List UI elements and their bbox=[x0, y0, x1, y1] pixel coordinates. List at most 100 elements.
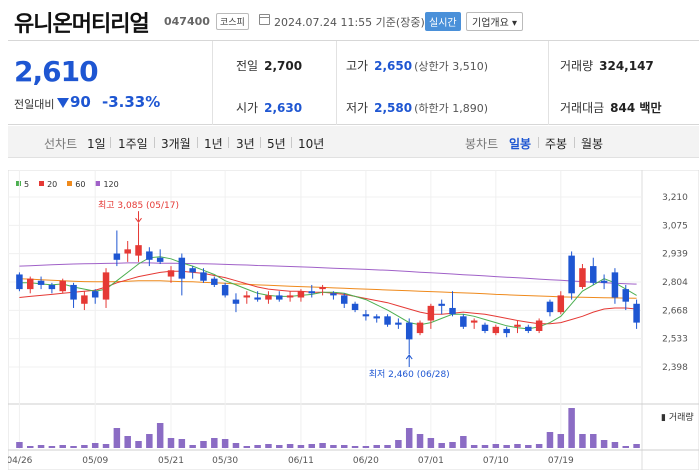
tab-monthly[interactable]: 월봉 bbox=[581, 137, 604, 151]
volume-bar bbox=[416, 434, 424, 448]
candlestick-chart[interactable]: 3,210 3,075 2,939 2,804 2,668 2,533 2,398 04/26… bbox=[8, 170, 699, 470]
divider bbox=[154, 137, 155, 148]
stock-header: 유니온머티리얼 047400 코스피 2024.07.24 11:55 기준(장… bbox=[0, 0, 699, 40]
open-stat: 시가 2,630 bbox=[236, 99, 302, 116]
legend-item[interactable]: 120 bbox=[95, 180, 119, 189]
legend-swatch bbox=[95, 181, 101, 186]
candle-body bbox=[286, 295, 294, 298]
candle-body bbox=[308, 291, 316, 294]
candle-body bbox=[405, 322, 413, 340]
tab-5y[interactable]: 5년 bbox=[267, 137, 286, 151]
x-tick-label: 06/20 bbox=[353, 456, 379, 466]
realtime-button[interactable]: 실시간 bbox=[425, 12, 461, 31]
volume-bar bbox=[297, 445, 305, 448]
x-tick-label: 05/21 bbox=[158, 456, 184, 466]
legend-item[interactable]: 60 bbox=[67, 180, 85, 189]
line-chart-group-label: 선차트 bbox=[44, 137, 78, 151]
candle-body bbox=[600, 280, 608, 283]
candle-body bbox=[514, 324, 521, 327]
candle-body bbox=[254, 297, 261, 300]
candle-body bbox=[525, 326, 532, 331]
divider bbox=[110, 137, 111, 148]
volume-bar bbox=[48, 446, 56, 448]
tab-3y[interactable]: 3년 bbox=[236, 137, 255, 151]
candle-body bbox=[340, 295, 348, 304]
volume-bar bbox=[265, 444, 272, 448]
volume-bar bbox=[135, 441, 142, 448]
volume-bar bbox=[156, 423, 164, 448]
legend-swatch bbox=[67, 181, 73, 186]
volume-bar bbox=[384, 445, 391, 448]
candle-body bbox=[449, 307, 456, 315]
tab-1d[interactable]: 1일 bbox=[87, 137, 106, 151]
chart-frame bbox=[8, 170, 699, 470]
volume-bar bbox=[503, 445, 510, 448]
volume-label: 거래량 bbox=[560, 59, 594, 73]
tab-3m[interactable]: 3개월 bbox=[161, 137, 191, 151]
volume-bar bbox=[405, 428, 413, 448]
candle-body bbox=[373, 316, 380, 319]
volume-bar bbox=[319, 443, 326, 448]
volume-bar bbox=[232, 443, 240, 448]
x-tick-label: 07/01 bbox=[418, 456, 444, 466]
legend-item[interactable]: 5 bbox=[16, 180, 29, 189]
candle-body bbox=[470, 320, 478, 323]
open-label: 시가 bbox=[236, 101, 259, 115]
volume-bar bbox=[16, 442, 23, 448]
divider bbox=[574, 137, 575, 148]
volume-value: 324,147 bbox=[599, 59, 654, 73]
prev-close-value: 2,700 bbox=[264, 59, 303, 73]
candle-body bbox=[622, 289, 630, 302]
volume-bar bbox=[611, 442, 619, 448]
candle-body bbox=[211, 278, 218, 285]
legend-item[interactable]: 20 bbox=[39, 180, 57, 189]
open-value: 2,630 bbox=[264, 101, 303, 115]
volume-bar bbox=[351, 446, 359, 448]
candle-body bbox=[221, 284, 229, 296]
timestamp: 2024.07.24 11:55 기준(장중) bbox=[274, 16, 425, 29]
volume-bar bbox=[514, 444, 521, 448]
tab-10y[interactable]: 10년 bbox=[298, 137, 325, 151]
volume-bar bbox=[492, 444, 500, 448]
volume-bar bbox=[546, 432, 554, 448]
low-stat: 저가 2,580 (하한가 1,890) bbox=[346, 99, 488, 116]
low-value: 2,580 bbox=[374, 101, 413, 115]
volume-bar bbox=[276, 445, 283, 448]
tab-daily[interactable]: 일봉 bbox=[509, 137, 532, 151]
down-triangle-icon bbox=[57, 98, 69, 108]
tab-weekly[interactable]: 주봉 bbox=[545, 137, 568, 151]
candle-body bbox=[427, 305, 435, 321]
stock-name: 유니온머티리얼 bbox=[14, 12, 150, 37]
candle-body bbox=[146, 251, 153, 260]
volume-bar bbox=[579, 434, 586, 448]
volume-bar bbox=[427, 438, 435, 448]
company-overview-dropdown[interactable]: 기업개요 ▾ bbox=[466, 12, 523, 31]
volume-bar bbox=[438, 443, 445, 448]
volume-bar bbox=[189, 445, 196, 448]
candle-body bbox=[200, 272, 207, 281]
x-tick-label: 07/19 bbox=[548, 456, 574, 466]
volume-bar bbox=[568, 408, 575, 448]
tab-1w[interactable]: 1주일 bbox=[118, 137, 148, 151]
tab-1y[interactable]: 1년 bbox=[204, 137, 223, 151]
volume-bar bbox=[362, 446, 370, 448]
candle-body bbox=[135, 245, 142, 256]
candle-body bbox=[384, 316, 391, 325]
divider bbox=[260, 137, 261, 148]
price-info-panel: 2,610 전일대비 90 -3.33% 전일 2,700 고가 2,650 (상한가… bbox=[8, 40, 699, 125]
candle-body bbox=[178, 257, 186, 279]
prev-close-stat: 전일 2,700 bbox=[236, 57, 302, 74]
volume-bar bbox=[70, 446, 77, 448]
calendar-icon bbox=[259, 14, 270, 25]
candle-body bbox=[535, 320, 543, 331]
volume-bar bbox=[167, 438, 175, 448]
candle-body bbox=[330, 293, 337, 296]
volume-bar bbox=[221, 439, 229, 448]
y-tick-label: 3,075 bbox=[662, 221, 688, 231]
volume-bar bbox=[600, 440, 608, 448]
legend-label: 60 bbox=[75, 180, 86, 189]
candle-body bbox=[590, 266, 597, 283]
candle-body bbox=[568, 255, 575, 294]
legend-label: 5 bbox=[24, 180, 30, 189]
